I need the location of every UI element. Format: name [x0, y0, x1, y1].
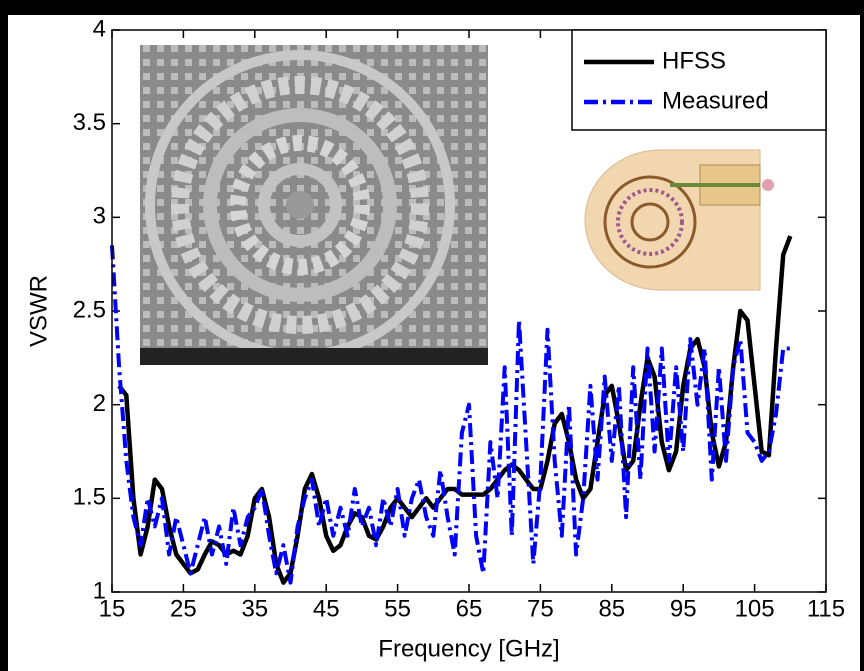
- legend-label: HFSS: [662, 47, 726, 74]
- legend-box: [571, 29, 827, 131]
- y-tick-label: 3: [93, 203, 106, 230]
- series-line: [110, 245, 791, 585]
- antenna-inset: [584, 149, 774, 291]
- y-tick-label: 1: [93, 577, 106, 604]
- x-tick-label: 65: [456, 595, 483, 622]
- x-tick-label: 85: [598, 595, 625, 622]
- sem-inset: [140, 45, 488, 365]
- x-tick-label: 75: [527, 595, 554, 622]
- y-axis-label: VSWR: [25, 275, 52, 347]
- y-tick-label: 1.5: [73, 484, 106, 511]
- y-tick-label: 2: [93, 390, 106, 417]
- x-tick-label: 105: [735, 595, 775, 622]
- x-tick-label: 15: [99, 595, 126, 622]
- x-tick-label: 95: [670, 595, 697, 622]
- y-tick-label: 2.5: [73, 296, 106, 323]
- plot-frame: [111, 29, 827, 593]
- x-tick-label: 35: [241, 595, 268, 622]
- x-tick-label: 115: [807, 595, 845, 622]
- x-tick-label: 55: [384, 595, 411, 622]
- legend-label: Measured: [662, 87, 769, 114]
- x-tick-label: 45: [313, 595, 340, 622]
- y-tick-label: 3.5: [73, 109, 106, 136]
- x-tick-label: 25: [170, 595, 197, 622]
- x-axis-label: Frequency [GHz]: [378, 635, 559, 662]
- series-line: [117, 235, 793, 585]
- y-tick-label: 4: [93, 15, 106, 42]
